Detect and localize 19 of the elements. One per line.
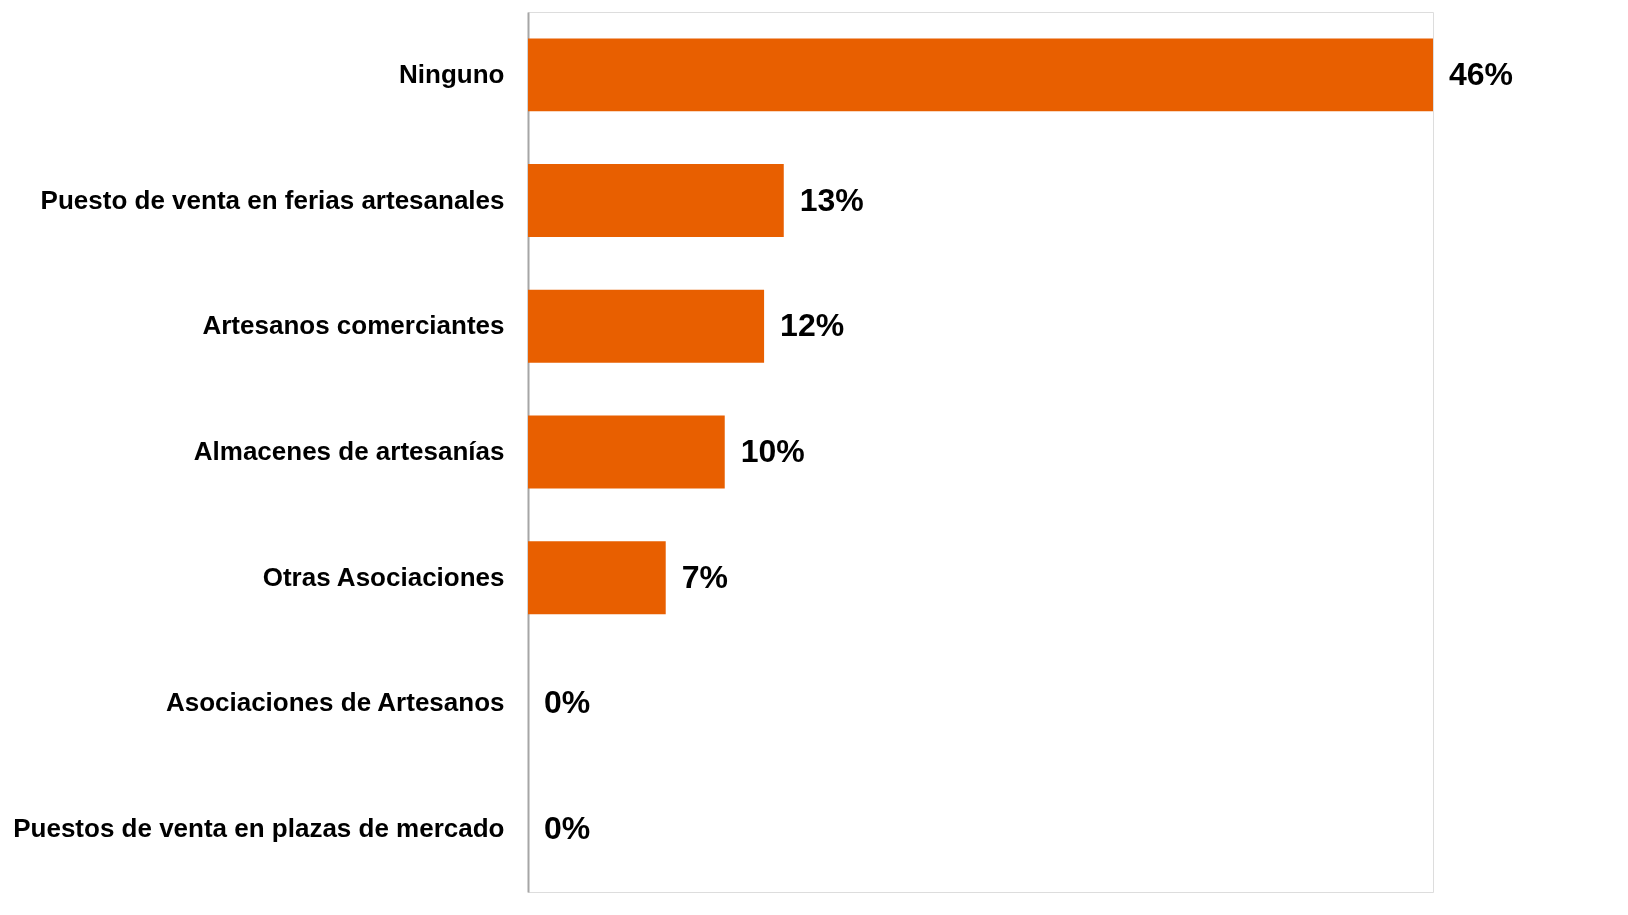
y-tick-label: Puesto de venta en ferias artesanales: [40, 184, 505, 215]
y-tick-label: Almacenes de artesanías: [193, 436, 505, 466]
data-label: 12%: [780, 307, 845, 344]
y-tick-label: Otras Asociaciones: [262, 561, 505, 592]
data-label: 7%: [681, 558, 728, 595]
bar: [528, 289, 765, 363]
data-label: 13%: [799, 181, 864, 218]
data-label: 46%: [1449, 55, 1514, 92]
bar: [528, 38, 1433, 112]
y-tick-label: Ninguno: [399, 58, 505, 89]
data-label: 10%: [740, 433, 805, 469]
bar: [528, 164, 784, 238]
data-label: 0%: [544, 684, 591, 721]
y-tick-label: Asociaciones de Artesanos: [165, 687, 505, 718]
bar: [528, 541, 666, 615]
y-tick-label: Puestos de venta en plazas de mercado: [13, 813, 505, 844]
y-tick-label: Artesanos comerciantes: [202, 310, 505, 341]
data-label: 0%: [544, 810, 591, 847]
bar: [528, 415, 725, 489]
